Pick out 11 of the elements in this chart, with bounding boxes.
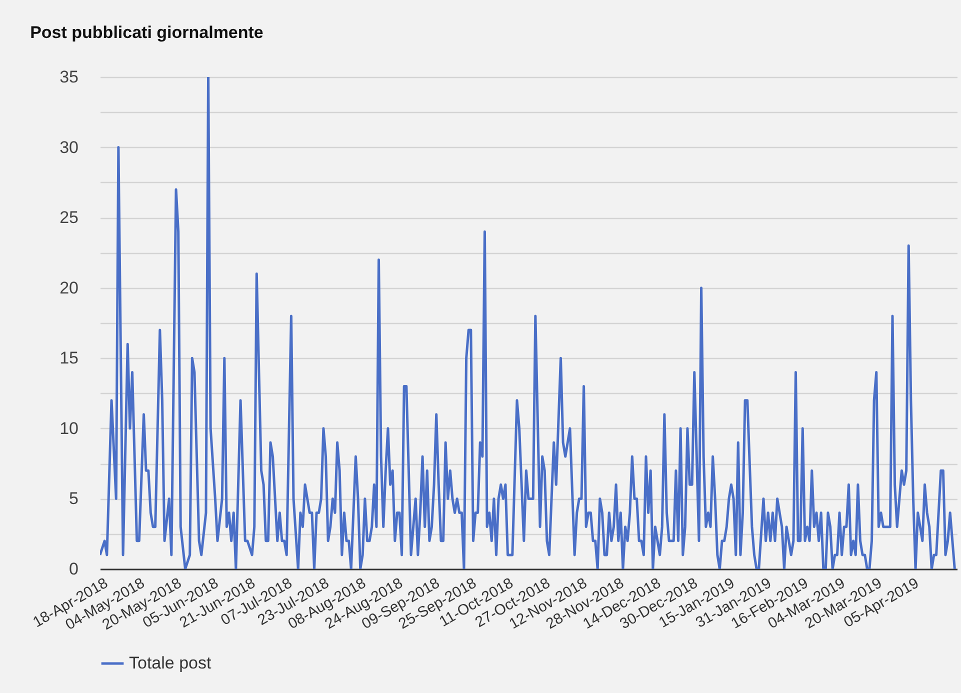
legend-label: Totale post [129,654,212,672]
y-tick-label: 35 [60,68,78,86]
y-tick-label: 15 [60,348,78,368]
y-tick-label: 5 [69,489,78,508]
y-tick-label: 30 [60,138,78,157]
line-series [100,77,956,569]
chart-title: Post pubblicati giornalmente [30,23,264,42]
y-tick-label: 0 [69,560,78,578]
y-tick-label: 25 [60,208,78,228]
y-tick-label: 10 [60,418,78,438]
y-tick-label: 20 [60,278,78,298]
